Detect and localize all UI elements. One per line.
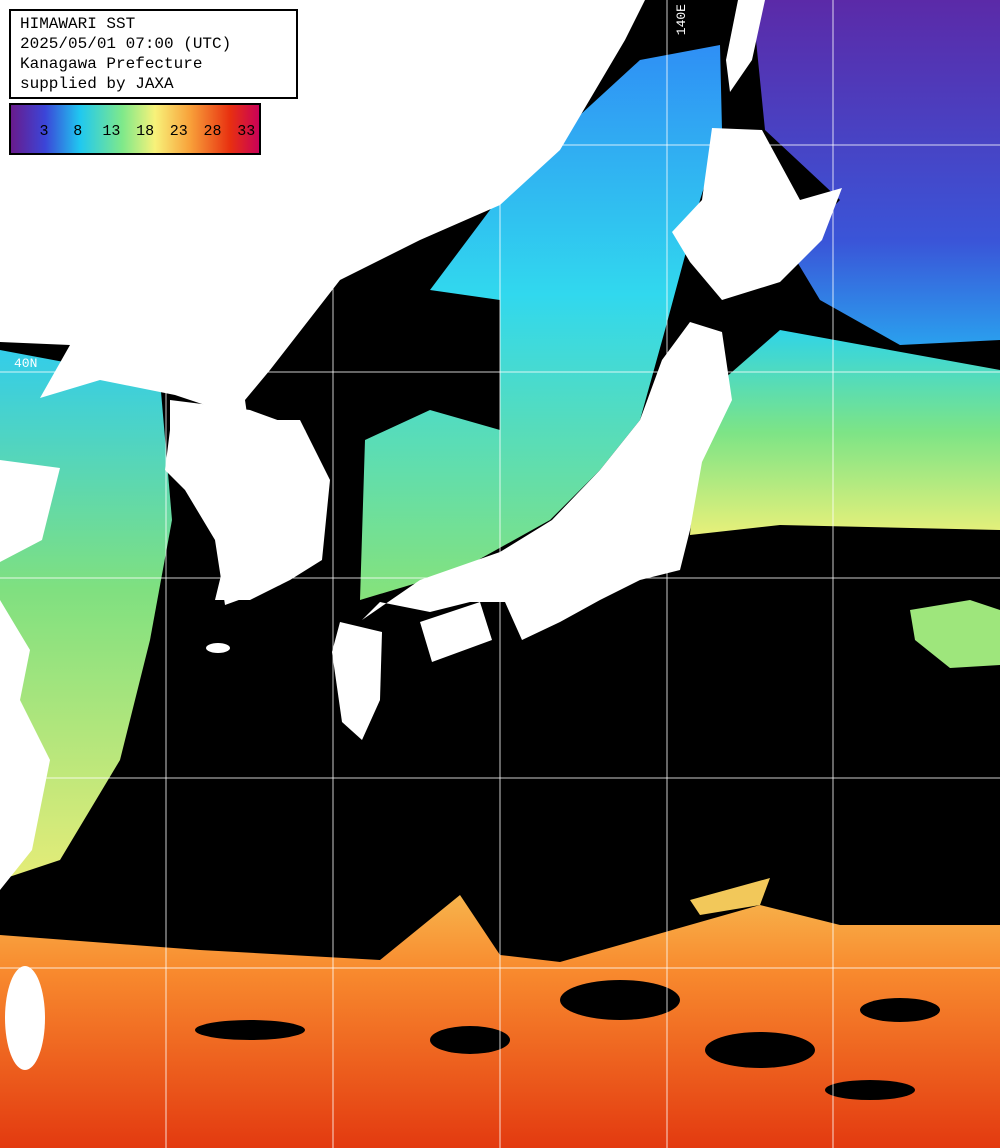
korea — [165, 400, 325, 605]
cloud — [860, 998, 940, 1022]
header-line: HIMAWARI SST — [20, 15, 135, 33]
header-line: supplied by JAXA — [20, 75, 174, 93]
south-patch-sst — [690, 878, 770, 915]
colorbar-tick-label: 18 — [136, 123, 154, 140]
cloud-gaps — [195, 980, 940, 1100]
colorbar — [9, 103, 261, 155]
latitude-label: 40N — [14, 356, 37, 371]
header-box — [9, 9, 298, 99]
island — [206, 643, 230, 653]
header-line: Kanagawa Prefecture — [20, 55, 202, 73]
east-patch-sst — [910, 600, 1000, 668]
shikoku — [420, 602, 492, 662]
honshu — [362, 322, 732, 640]
cloud — [560, 980, 680, 1020]
colorbar-ticks: 3 8 13 18 23 28 33 — [39, 123, 255, 140]
kyushu — [332, 622, 382, 740]
china-coast — [0, 460, 60, 562]
cloud — [430, 1026, 510, 1054]
taiwan — [5, 966, 45, 1070]
colorbar-tick-label: 33 — [237, 123, 255, 140]
cloud — [825, 1080, 915, 1100]
colorbar-tick-label: 13 — [102, 123, 120, 140]
hokkaido — [672, 128, 842, 300]
okhotsk-sst — [752, 0, 1000, 345]
cloud — [705, 1032, 815, 1068]
header-line: 2025/05/01 07:00 (UTC) — [20, 35, 231, 53]
pacific-north-sst — [690, 330, 1000, 535]
colorbar-tick-label: 8 — [73, 123, 82, 140]
colorbar-tick-label: 28 — [203, 123, 221, 140]
sakhalin — [726, 0, 765, 92]
colorbar-tick-label: 3 — [39, 123, 48, 140]
cloud — [195, 1020, 305, 1040]
colorbar-tick-label: 23 — [170, 123, 188, 140]
sea-of-japan-sst — [360, 45, 722, 600]
longitude-label: 140E — [674, 4, 689, 35]
china-coast-south — [0, 600, 50, 890]
